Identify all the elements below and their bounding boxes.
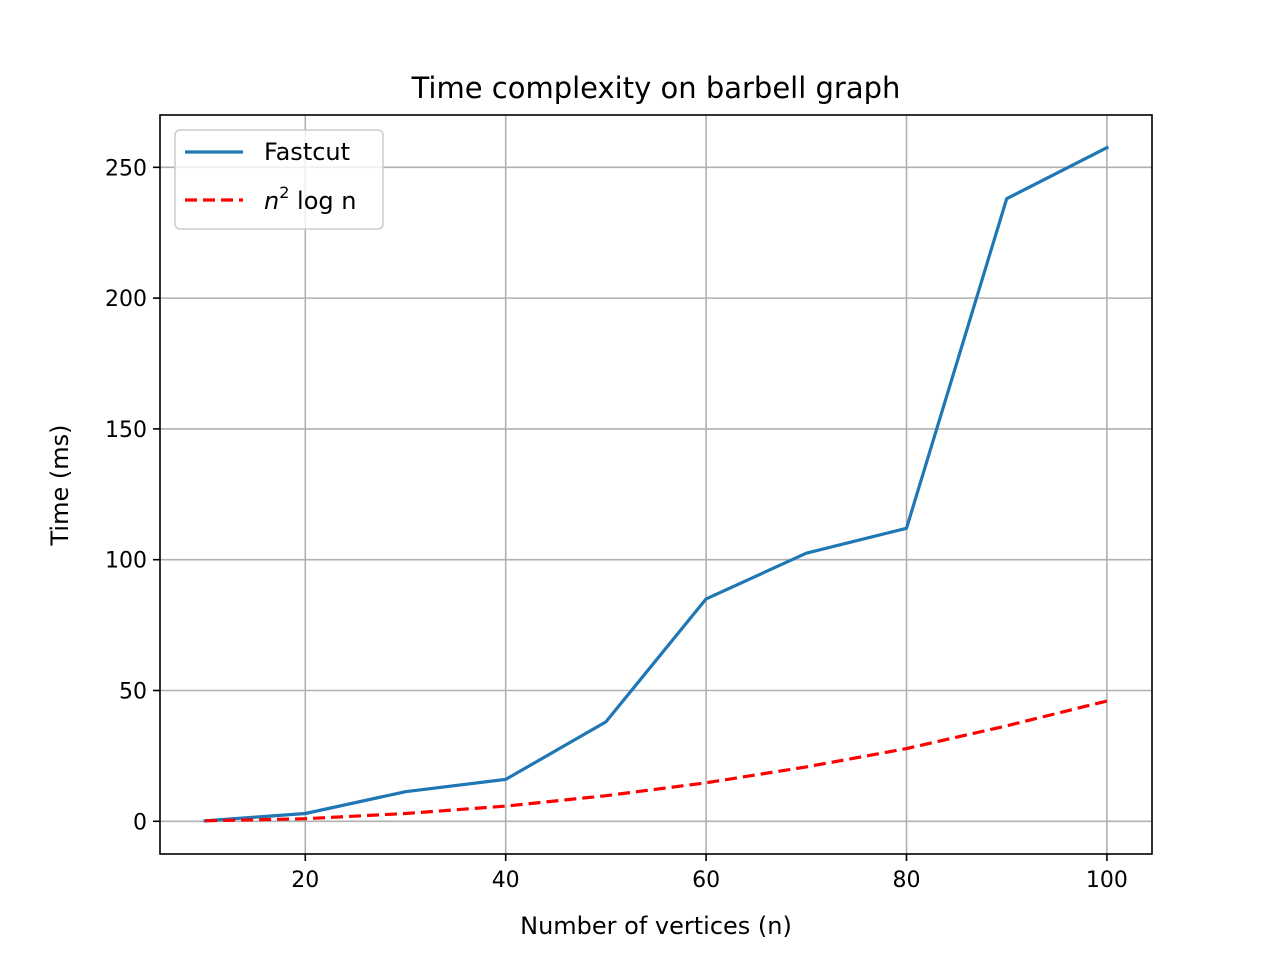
series-line-1 xyxy=(205,699,1108,823)
x-axis-label: Number of vertices (n) xyxy=(520,912,792,940)
x-tick-label-80: 80 xyxy=(893,868,921,893)
x-tick-label-60: 60 xyxy=(692,868,720,893)
legend-label-n2logn-var: n xyxy=(264,187,279,215)
series-line-0 xyxy=(203,145,1110,823)
x-tick-label-20: 20 xyxy=(291,868,319,893)
y-tick-label-0: 0 xyxy=(133,810,147,835)
y-tick-label-100: 100 xyxy=(105,549,147,574)
legend-frame xyxy=(174,129,384,230)
legend-label-n2logn-rest: log n xyxy=(289,187,356,215)
x-tick-label-100: 100 xyxy=(1086,868,1128,893)
legend-label-fastcut: Fastcut xyxy=(264,138,350,166)
x-tick-label-40: 40 xyxy=(492,868,520,893)
legend-label-fastcut-text: Fastcut xyxy=(264,138,350,166)
y-tick-label-250: 250 xyxy=(105,156,147,181)
legend: Fastcut n2 log n xyxy=(174,129,384,230)
legend-label-n2logn-sup: 2 xyxy=(279,183,289,202)
y-tick-label-200: 200 xyxy=(105,287,147,312)
plot-frame xyxy=(159,114,1153,855)
legend-label-n2logn: n2 log n xyxy=(264,183,356,215)
y-tick-label-150: 150 xyxy=(105,418,147,443)
y-axis-label: Time (ms) xyxy=(46,425,74,547)
axis-ticks: 20 40 60 80 100 0 50 100 150 200 250 xyxy=(105,156,1128,893)
series-lines xyxy=(203,145,1110,823)
y-tick-label-50: 50 xyxy=(119,680,147,705)
grid-lines xyxy=(160,115,1152,854)
chart-title: Time complexity on barbell graph xyxy=(411,71,901,105)
